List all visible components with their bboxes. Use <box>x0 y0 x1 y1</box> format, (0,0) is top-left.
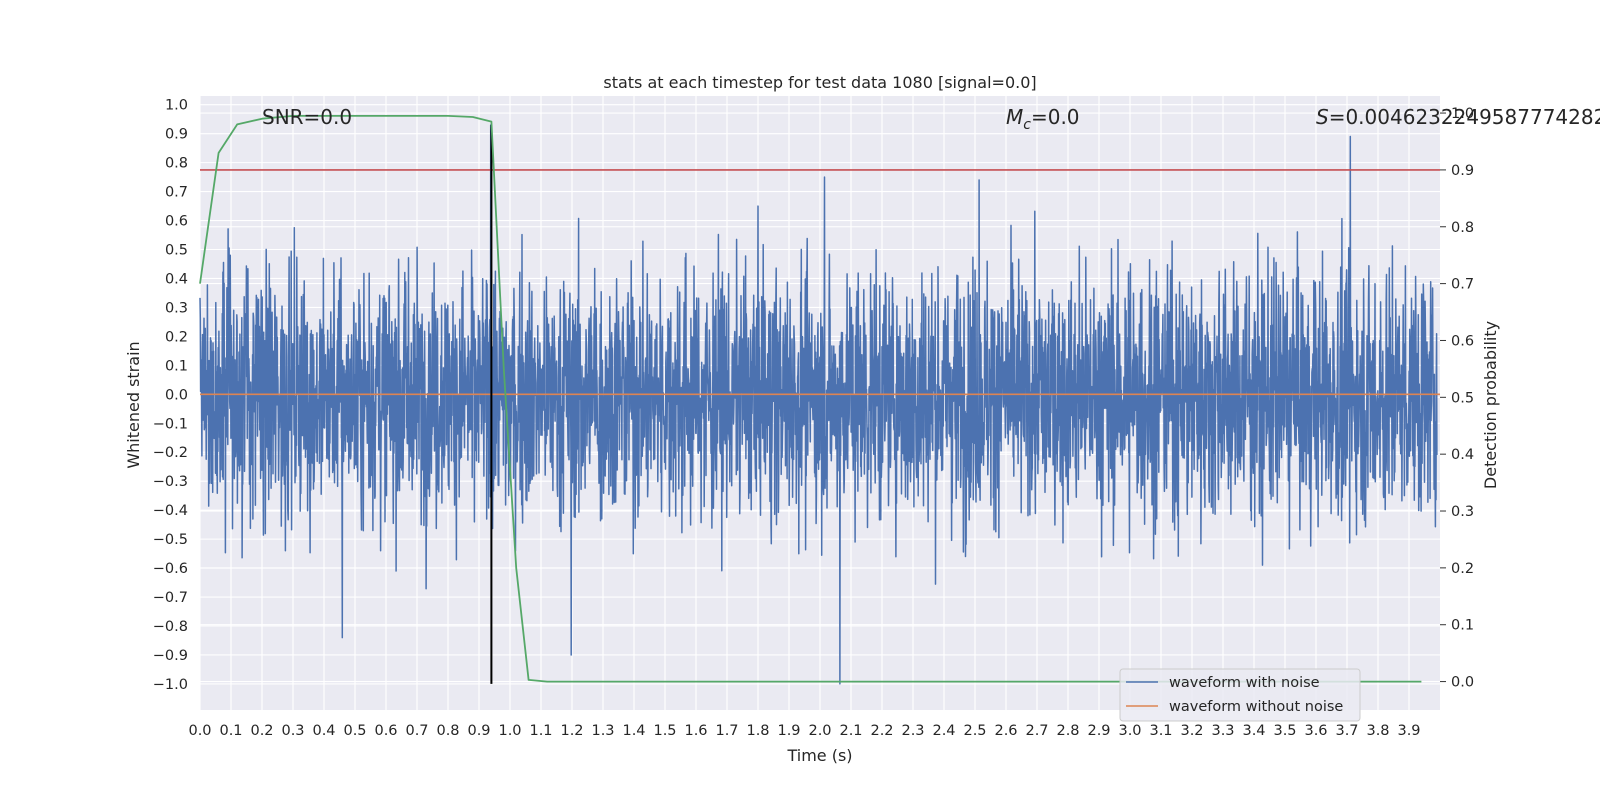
left-y-tick-label: 0.7 <box>165 185 188 201</box>
x-tick-label: 3.1 <box>1149 723 1172 739</box>
x-tick-label: 3.4 <box>1242 723 1265 739</box>
left-y-tick-label: −0.9 <box>153 648 188 664</box>
x-tick-label: 3.7 <box>1335 723 1358 739</box>
right-y-tick-label: 0.1 <box>1451 618 1474 634</box>
x-tick-label: 3.9 <box>1397 723 1420 739</box>
x-tick-label: 2.4 <box>932 723 955 739</box>
x-tick-label: 3.2 <box>1180 723 1203 739</box>
x-tick-label: 2.9 <box>1087 723 1110 739</box>
x-tick-label: 2.7 <box>1025 723 1048 739</box>
x-tick-label: 3.5 <box>1273 723 1296 739</box>
x-tick-label: 0.7 <box>405 723 428 739</box>
x-tick-label: 2.6 <box>994 723 1017 739</box>
x-tick-label: 0.3 <box>281 723 304 739</box>
x-tick-label: 0.1 <box>219 723 242 739</box>
s-annotation: S=0.0046232249587774282 <box>1316 105 1600 129</box>
right-y-tick-label: 0.5 <box>1451 390 1474 406</box>
x-tick-label: 1.4 <box>622 723 645 739</box>
x-tick-label: 0.8 <box>436 723 459 739</box>
x-tick-label: 2.2 <box>870 723 893 739</box>
left-y-tick-label: 0.4 <box>165 271 188 287</box>
x-tick-label: 0.9 <box>467 723 490 739</box>
left-y-tick-label: −0.7 <box>153 590 188 606</box>
x-tick-label: 3.0 <box>1118 723 1141 739</box>
legend: waveform with noise waveform without noi… <box>1119 668 1361 722</box>
left-y-tick-label: −0.8 <box>153 619 188 635</box>
left-y-tick-label: 0.6 <box>165 214 188 230</box>
left-y-tick-label: 0.2 <box>165 329 188 345</box>
right-y-axis-label: Detection probability <box>1481 321 1500 489</box>
legend-label-noise: waveform with noise <box>1169 675 1320 691</box>
x-tick-label: 1.3 <box>591 723 614 739</box>
snr-annotation: SNR=0.0 <box>262 105 352 129</box>
left-y-tick-label: 0.1 <box>165 358 188 374</box>
x-tick-label: 1.1 <box>529 723 552 739</box>
left-y-tick-label: 0.8 <box>165 156 188 172</box>
x-tick-label: 1.0 <box>498 723 521 739</box>
right-y-tick-label: 0.2 <box>1451 561 1474 577</box>
chirp-mass-annotation: Mc=0.0 <box>1006 105 1080 133</box>
legend-label-clean: waveform without noise <box>1169 699 1343 715</box>
right-y-tick-label: 1.0 <box>1451 106 1474 122</box>
x-tick-label: 3.3 <box>1211 723 1234 739</box>
x-tick-label: 1.5 <box>653 723 676 739</box>
left-y-tick-label: −0.6 <box>153 561 188 577</box>
right-y-tick-label: 0.6 <box>1451 333 1474 349</box>
detection-probability-path <box>199 115 1422 683</box>
x-tick-label: 2.3 <box>901 723 924 739</box>
x-tick-label: 1.9 <box>777 723 800 739</box>
left-y-tick-labels: 1.0 0.9 0.8 0.7 0.6 0.5 0.4 0.3 0.2 0.1 0.0 −0.1 −0.… <box>153 98 188 693</box>
left-y-tick-label: −1.0 <box>153 677 188 693</box>
left-y-tick-label: −0.4 <box>153 503 188 519</box>
right-y-tick-label: 0.8 <box>1451 220 1474 236</box>
x-tick-labels: 0.0 0.1 0.2 0.3 0.4 0.5 0.6 0.7 0.8 0.9 1.0 1.1 1.2 1… <box>188 723 1420 739</box>
chart-title: stats at each timestep for test data 108… <box>603 73 1036 92</box>
x-tick-label: 1.2 <box>560 723 583 739</box>
left-y-tick-label: 0.0 <box>165 387 188 403</box>
x-tick-label: 2.1 <box>839 723 862 739</box>
left-y-tick-label: 1.0 <box>165 98 188 114</box>
x-tick-label: 0.6 <box>374 723 397 739</box>
left-y-tick-label: 0.9 <box>165 127 188 143</box>
noisy-waveform-path <box>199 124 1438 685</box>
x-axis-label: Time (s) <box>786 746 852 765</box>
right-y-tick-label: 0.0 <box>1451 675 1474 691</box>
right-y-tick-label: 0.9 <box>1451 163 1474 179</box>
x-tick-label: 0.0 <box>188 723 211 739</box>
left-y-axis-label: Whitened strain <box>124 341 143 468</box>
x-tick-label: 0.4 <box>312 723 335 739</box>
right-y-tick-label: 0.4 <box>1451 447 1474 463</box>
legend-box <box>1119 668 1361 722</box>
left-y-tick-label: −0.3 <box>153 474 188 490</box>
left-y-tick-label: −0.2 <box>153 445 188 461</box>
x-tick-label: 1.6 <box>684 723 707 739</box>
x-tick-label: 2.0 <box>808 723 831 739</box>
noisy-waveform-series <box>199 124 1438 685</box>
left-y-tick-label: −0.5 <box>153 532 188 548</box>
x-tick-label: 1.7 <box>715 723 738 739</box>
x-tick-label: 3.8 <box>1366 723 1389 739</box>
right-y-tick-label: 0.7 <box>1451 277 1474 293</box>
x-tick-label: 0.2 <box>250 723 273 739</box>
x-tick-label: 2.8 <box>1056 723 1079 739</box>
x-tick-label: 3.6 <box>1304 723 1327 739</box>
left-y-tick-label: 0.3 <box>165 300 188 316</box>
x-tick-label: 0.5 <box>343 723 366 739</box>
right-y-tick-labels: 1.0 0.9 0.8 0.7 0.6 0.5 0.4 0.3 0.2 0.1 0.0 <box>1440 106 1474 691</box>
x-tick-label: 2.5 <box>963 723 986 739</box>
detection-probability-series <box>199 115 1422 683</box>
right-y-tick-label: 0.3 <box>1451 504 1474 520</box>
left-y-tick-label: 0.5 <box>165 243 188 259</box>
x-tick-label: 1.8 <box>746 723 769 739</box>
left-y-tick-label: −0.1 <box>153 416 188 432</box>
